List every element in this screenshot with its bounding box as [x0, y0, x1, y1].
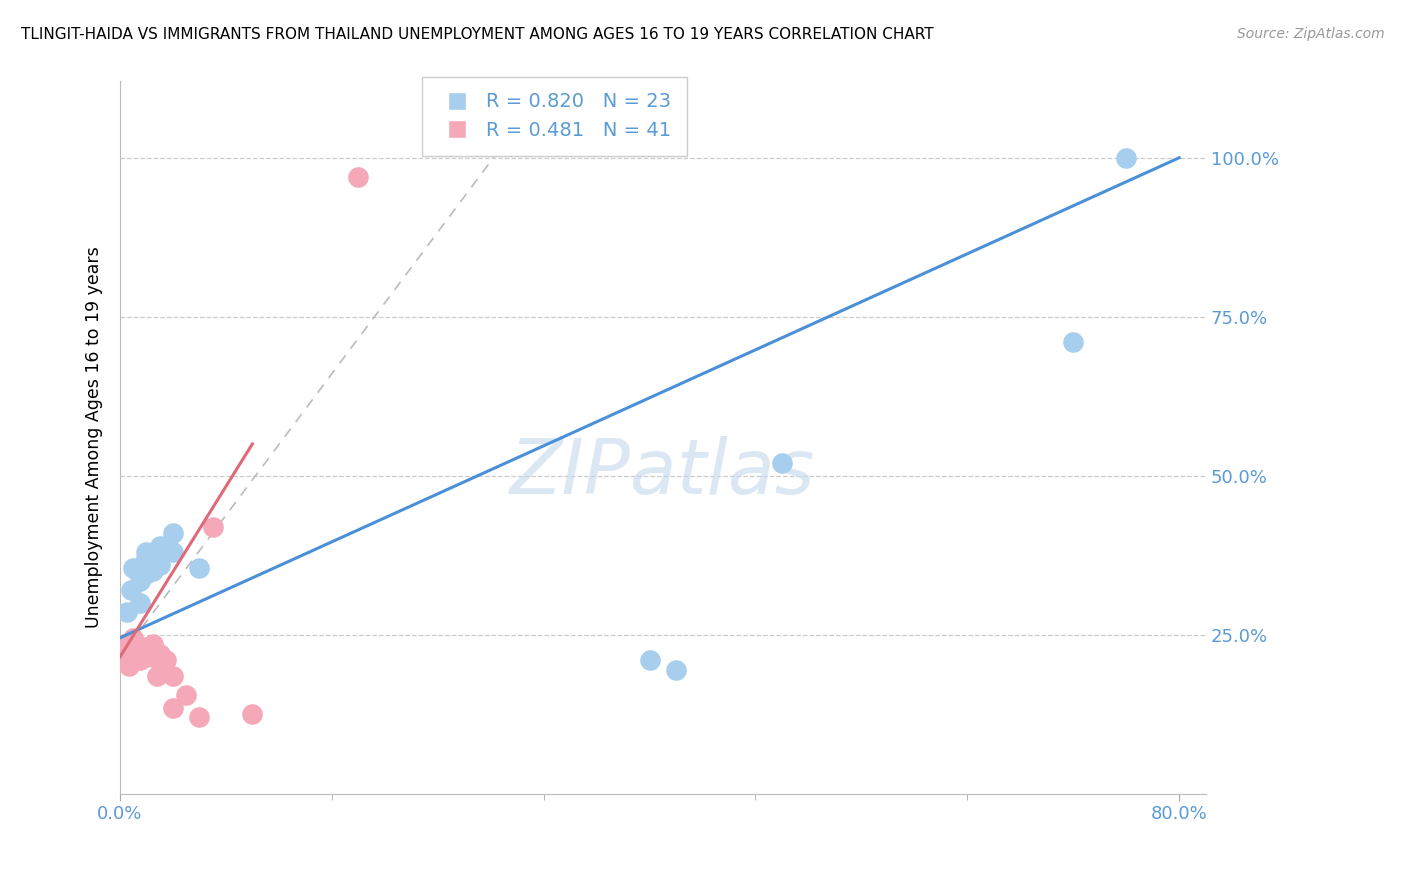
Point	[149, 558, 172, 572]
Point	[142, 551, 165, 566]
Point	[142, 649, 165, 664]
Point	[135, 551, 157, 566]
Point	[149, 647, 172, 661]
Point	[155, 653, 177, 667]
Point	[138, 643, 160, 657]
Point	[142, 647, 165, 661]
Point	[120, 649, 142, 664]
Point	[128, 643, 150, 657]
Point	[135, 640, 157, 655]
Point	[155, 539, 177, 553]
Point	[128, 640, 150, 655]
Point	[665, 663, 688, 677]
Point	[638, 653, 661, 667]
Point	[142, 637, 165, 651]
Point	[127, 653, 149, 667]
Point	[122, 643, 145, 657]
Point	[122, 640, 145, 655]
Point	[1062, 335, 1084, 350]
Text: TLINGIT-HAIDA VS IMMIGRANTS FROM THAILAND UNEMPLOYMENT AMONG AGES 16 TO 19 YEARS: TLINGIT-HAIDA VS IMMIGRANTS FROM THAILAN…	[21, 27, 934, 42]
Point	[149, 539, 172, 553]
Point	[117, 647, 139, 661]
Legend: R = 0.820   N = 23, R = 0.481   N = 41: R = 0.820 N = 23, R = 0.481 N = 41	[422, 77, 686, 156]
Point	[135, 647, 157, 661]
Point	[128, 649, 150, 664]
Point	[162, 669, 184, 683]
Point	[142, 564, 165, 578]
Point	[347, 169, 370, 184]
Point	[1115, 151, 1137, 165]
Point	[201, 519, 224, 533]
Point	[125, 643, 148, 657]
Point	[115, 606, 138, 620]
Point	[122, 561, 145, 575]
Point	[122, 647, 145, 661]
Point	[149, 649, 172, 664]
Point	[112, 637, 135, 651]
Point	[114, 653, 136, 667]
Point	[128, 596, 150, 610]
Point	[770, 456, 793, 470]
Point	[115, 647, 138, 661]
Point	[162, 545, 184, 559]
Point	[162, 525, 184, 540]
Point	[122, 637, 145, 651]
Point	[155, 545, 177, 559]
Point	[132, 647, 155, 661]
Point	[135, 643, 157, 657]
Point	[118, 659, 141, 673]
Point	[188, 710, 211, 724]
Point	[132, 561, 155, 575]
Point	[162, 701, 184, 715]
Point	[122, 631, 145, 645]
Point	[120, 647, 142, 661]
Point	[132, 649, 155, 664]
Text: ZIPatlas: ZIPatlas	[510, 436, 815, 510]
Point	[240, 707, 263, 722]
Point	[128, 574, 150, 588]
Point	[120, 583, 142, 598]
Point	[135, 649, 157, 664]
Point	[146, 669, 169, 683]
Point	[125, 649, 148, 664]
Point	[188, 561, 211, 575]
Point	[135, 545, 157, 559]
Point	[128, 653, 150, 667]
Point	[174, 688, 197, 702]
Text: Source: ZipAtlas.com: Source: ZipAtlas.com	[1237, 27, 1385, 41]
Point	[121, 649, 143, 664]
Point	[135, 567, 157, 582]
Y-axis label: Unemployment Among Ages 16 to 19 years: Unemployment Among Ages 16 to 19 years	[86, 247, 103, 629]
